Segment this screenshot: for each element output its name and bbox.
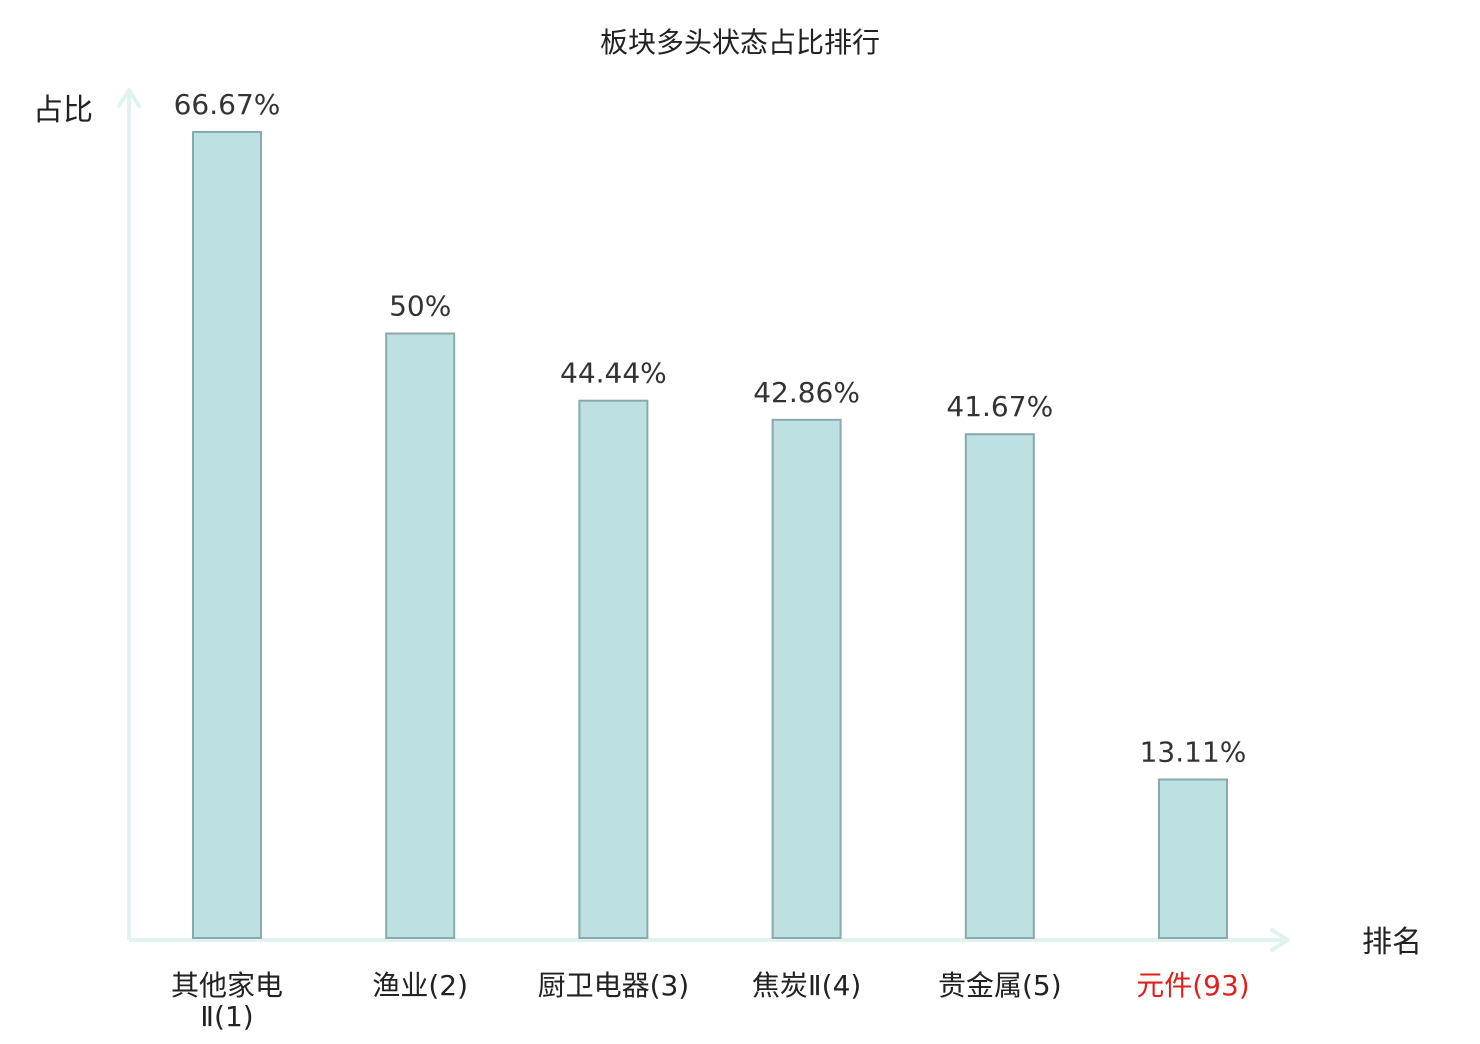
category-label: 元件(93) (1136, 969, 1249, 1002)
category-label: 渔业(2) (372, 969, 468, 1002)
y-axis-arrow (117, 88, 141, 108)
bar-value-label: 41.67% (946, 390, 1053, 423)
chart-title: 板块多头状态占比排行 (600, 26, 880, 59)
bar-value-label: 66.67% (174, 88, 281, 121)
bar-value-label: 13.11% (1140, 736, 1247, 769)
value-labels-group: 66.67% 50% 44.44% 42.86% 41.67% 13.11% (174, 88, 1247, 769)
bar-value-label: 50% (389, 290, 451, 323)
category-label: 其他家电 (171, 969, 283, 1002)
category-label: 贵金属(5) (938, 969, 1062, 1002)
bar (385, 332, 456, 939)
bar (964, 433, 1035, 939)
bar-value-label: 44.44% (560, 357, 667, 390)
bar (578, 399, 649, 939)
x-axis-label: 排名 (1362, 925, 1422, 960)
bars-group (192, 131, 1228, 939)
bar-value-label: 42.86% (753, 376, 860, 409)
category-label-line2: Ⅱ(1) (200, 1000, 253, 1033)
x-axis-arrow (1270, 928, 1290, 952)
bar (771, 418, 842, 939)
category-label: 焦炭Ⅱ(4) (752, 969, 861, 1002)
bar (1158, 778, 1228, 939)
bar (192, 131, 262, 939)
y-axis-label: 占比 (33, 93, 93, 128)
category-label: 厨卫电器(3) (538, 969, 690, 1002)
